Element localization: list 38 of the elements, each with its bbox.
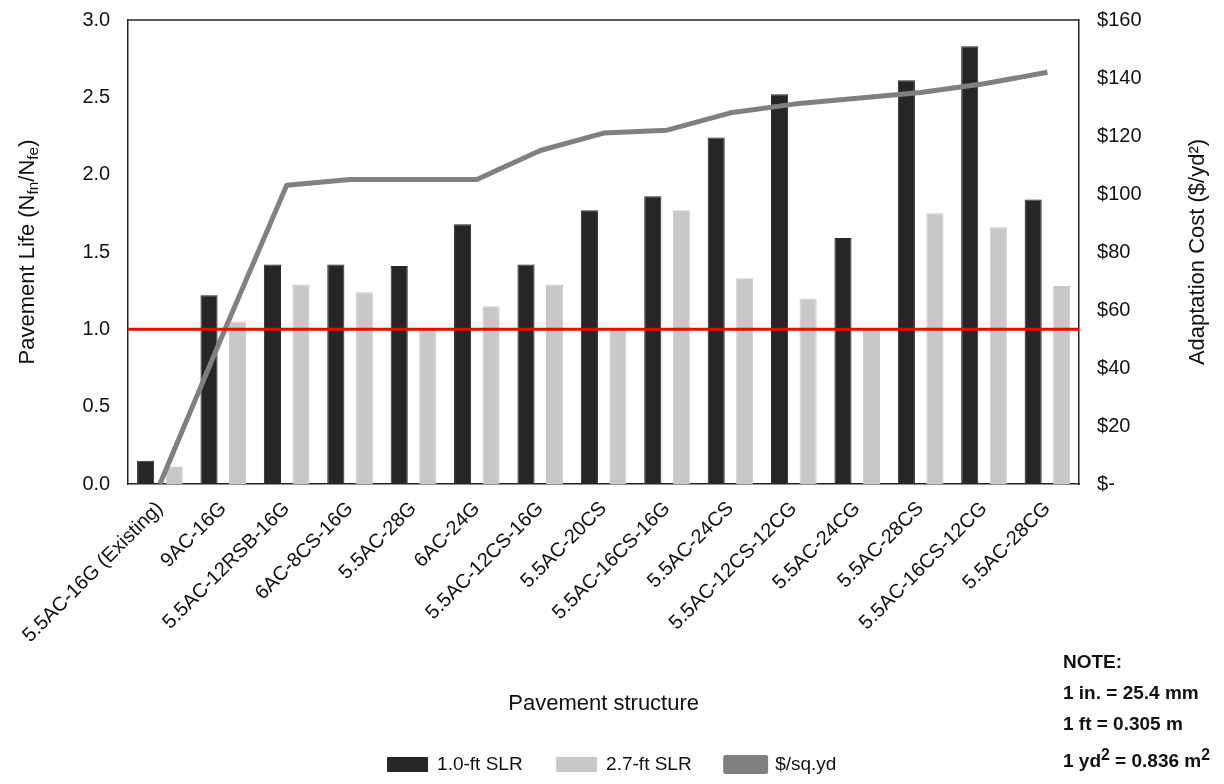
bar [292,284,310,485]
y2-tick-label: $140 [1097,65,1142,88]
bar [799,298,817,485]
y2-tick-label: $120 [1097,123,1142,146]
y-tick-label: 2.5 [82,84,111,107]
text: NOTE: [1062,649,1124,674]
bar [672,210,690,485]
text: 1 ft = 0.305 m [1062,711,1184,736]
y2-tick-label: $160 [1097,7,1142,30]
y2-tick-label: $60 [1097,297,1131,320]
bar [355,292,373,485]
y-tick-label: 3.0 [82,7,111,30]
y2-tick-label: $80 [1097,239,1131,262]
y2-tick-label: $20 [1097,413,1131,436]
y-axis-title: Pavement Life (Nfn/Nfe) [14,139,42,365]
y2-tick-label: $- [1097,471,1115,494]
y-tick-label: 1.0 [82,316,111,339]
x-axis-title: Pavement structure [508,689,700,715]
legend-label: $/sq.yd [775,752,837,774]
legend-label: 2.7-ft SLR [606,752,692,774]
y-tick-label: 2.0 [82,162,111,185]
legend-label: 1.0-ft SLR [437,752,523,774]
y2-tick-label: $40 [1097,355,1131,378]
bar [545,284,564,485]
bar [926,213,944,485]
bar [482,306,500,485]
y2-tick-label: $100 [1097,181,1142,204]
text: 1 in. = 25.4 mm [1062,680,1200,705]
y-tick-label: 0.5 [82,394,111,417]
bar [989,227,1007,485]
y2-axis-title: Adaptation Cost ($/yd²) [1184,138,1210,366]
bar [229,321,247,485]
y-tick-label: 0.0 [82,471,111,494]
bar [736,278,754,485]
text: 1 yd$^{2}$ = 0.836 m$^{2}$ [1062,744,1210,773]
bar [1053,286,1071,485]
y-tick-label: 1.5 [82,239,111,262]
bar [419,329,437,485]
